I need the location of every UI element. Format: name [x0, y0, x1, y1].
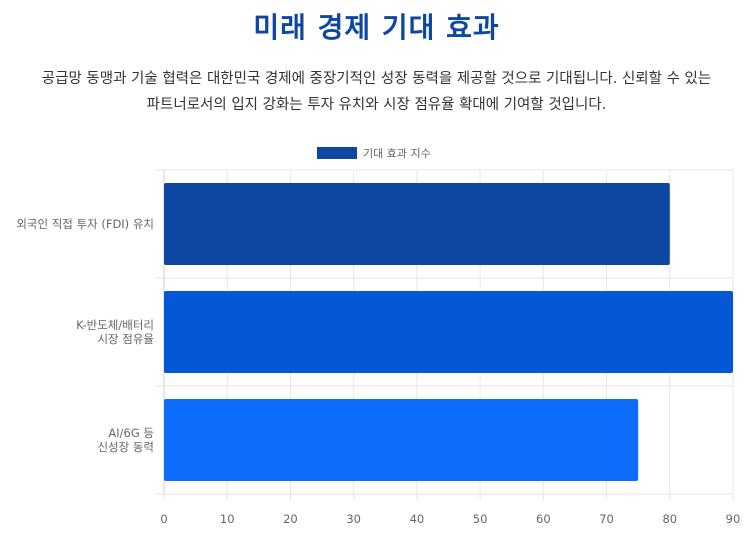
category-label: 시장 점유율	[97, 332, 154, 346]
x-tick-label: 80	[662, 512, 677, 526]
bar-1	[164, 182, 670, 266]
category-label: 외국인 직접 투자 (FDI) 유치	[16, 217, 154, 231]
bar-3	[164, 398, 639, 482]
x-tick-label: 40	[410, 512, 425, 526]
page-title: 미래 경제 기대 효과	[253, 11, 500, 44]
category-label: AI/6G 등	[108, 426, 154, 440]
description-line-2: 파트너로서의 입지 강화는 투자 유치와 시장 점유율 확대에 기여할 것입니다…	[146, 97, 607, 113]
x-tick-label: 10	[220, 512, 235, 526]
x-tick-label: 30	[346, 512, 361, 526]
x-tick-label: 20	[283, 512, 298, 526]
bar-2	[164, 290, 733, 374]
x-tick-label: 0	[160, 512, 167, 526]
legend-swatch	[317, 147, 357, 159]
x-tick-label: 50	[473, 512, 488, 526]
page-description: 공급망 동맹과 기술 협력은 대한민국 경제에 중장기적인 성장 동력을 제공할…	[0, 66, 753, 118]
x-tick-label: 90	[726, 512, 741, 526]
legend-label: 기대 효과 지수	[363, 147, 431, 160]
category-label: 신성장 동력	[97, 440, 154, 454]
category-label: K-반도체/배터리	[76, 318, 154, 332]
description-line-1: 공급망 동맹과 기술 협력은 대한민국 경제에 중장기적인 성장 동력을 제공할…	[41, 71, 712, 87]
x-tick-label: 70	[599, 512, 614, 526]
x-tick-label: 60	[536, 512, 551, 526]
